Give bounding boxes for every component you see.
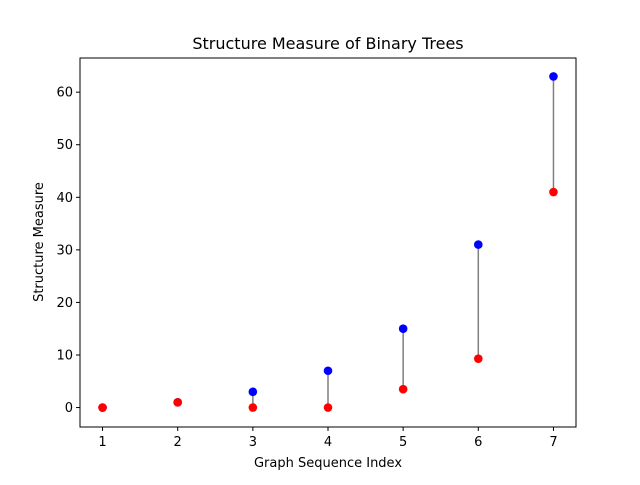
data-point [474, 354, 483, 363]
data-point [98, 403, 107, 412]
data-point [248, 403, 258, 412]
y-tick-label: 20 [56, 296, 73, 311]
x-tick-label: 1 [98, 435, 106, 450]
x-tick-label: 2 [174, 435, 182, 450]
data-point [398, 384, 408, 394]
data-point [398, 324, 408, 334]
y-axis-label: Structure Measure [32, 182, 47, 302]
y-tick-label: 60 [56, 86, 73, 101]
chart-title: Structure Measure of Binary Trees [192, 34, 463, 53]
data-point [323, 366, 333, 376]
x-tick-label: 6 [474, 435, 482, 450]
y-tick-label: 30 [56, 243, 73, 258]
y-tick-label: 10 [56, 348, 73, 363]
data-point [474, 240, 483, 249]
connector-lines [252, 76, 555, 408]
x-axis-ticks: 1 2 3 4 5 6 7 [98, 427, 558, 450]
y-axis-ticks: 0 10 20 30 40 50 60 [56, 86, 80, 416]
x-tick-label: 4 [324, 435, 332, 450]
y-tick-label: 0 [65, 401, 73, 416]
data-point [248, 387, 258, 397]
data-point [549, 187, 558, 197]
data-point [549, 72, 558, 81]
y-tick-label: 40 [56, 191, 73, 206]
x-axis-label: Graph Sequence Index [254, 456, 402, 471]
x-tick-label: 7 [549, 435, 557, 450]
x-tick-label: 3 [249, 435, 257, 450]
y-tick-label: 50 [56, 138, 73, 153]
data-points [98, 72, 558, 412]
x-tick-label: 5 [399, 435, 407, 450]
data-point [173, 397, 182, 407]
data-point [323, 403, 333, 412]
